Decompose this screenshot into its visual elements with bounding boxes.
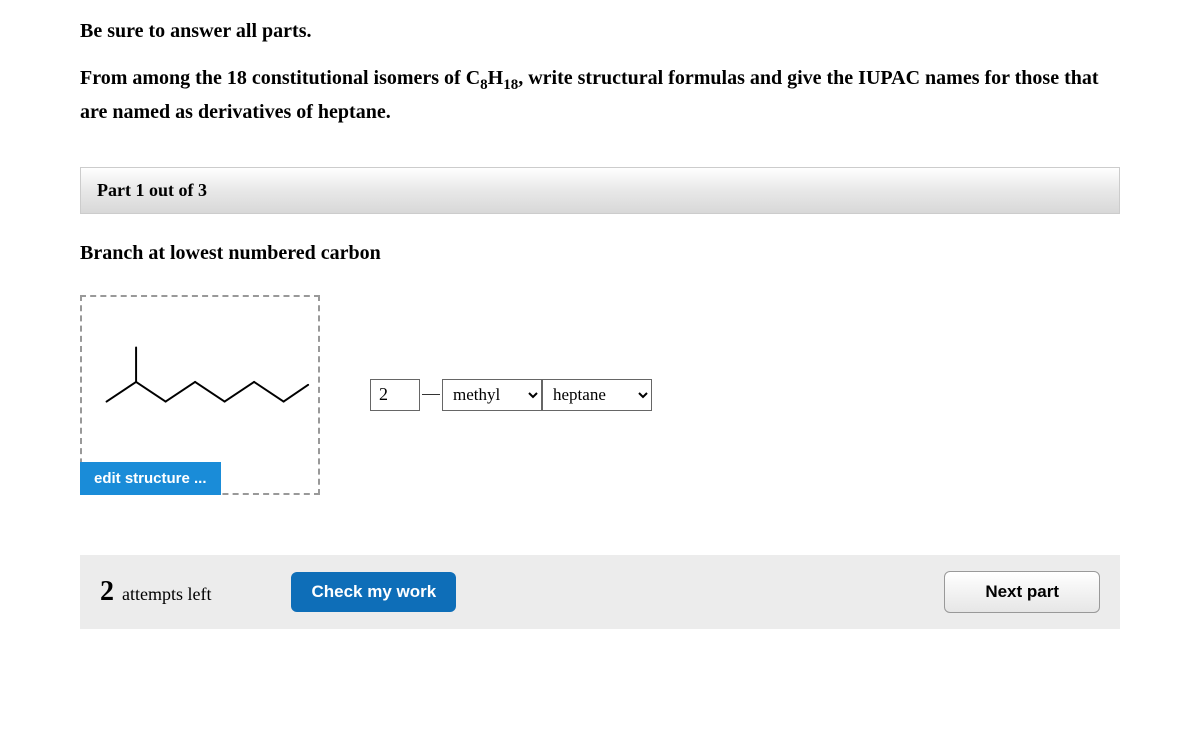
question-text: From among the 18 constitutional isomers… (80, 63, 1120, 127)
parent-chain-select[interactable]: heptane (542, 379, 652, 411)
formula-c-sub: 8 (480, 77, 488, 93)
attempts-text: attempts left (122, 584, 211, 605)
footer-bar: 2 attempts left Check my work Next part (80, 555, 1120, 629)
answer-area: edit structure ... methyl heptane (80, 295, 1120, 495)
question-formula: C8H18 (466, 67, 519, 89)
attempts-indicator: 2 attempts left (100, 576, 211, 608)
substituent-select[interactable]: methyl (442, 379, 542, 411)
formula-c: C (466, 67, 480, 89)
name-inputs: methyl heptane (370, 379, 652, 411)
question-pre: From among the 18 constitutional isomers… (80, 67, 466, 89)
dash-separator (422, 394, 440, 395)
formula-h: H (488, 67, 504, 89)
subtitle: Branch at lowest numbered carbon (80, 242, 1120, 265)
edit-structure-button[interactable]: edit structure ... (80, 462, 221, 495)
instruction-text: Be sure to answer all parts. (80, 20, 1120, 43)
formula-h-sub: 18 (503, 77, 518, 93)
attempts-number: 2 (100, 576, 114, 608)
footer-left: 2 attempts left Check my work (100, 572, 456, 612)
structure-box[interactable]: edit structure ... (80, 295, 320, 495)
molecule-drawing (82, 297, 318, 457)
position-number-input[interactable] (370, 379, 420, 411)
check-my-work-button[interactable]: Check my work (291, 572, 456, 612)
next-part-button[interactable]: Next part (944, 571, 1100, 613)
part-header: Part 1 out of 3 (80, 167, 1120, 214)
